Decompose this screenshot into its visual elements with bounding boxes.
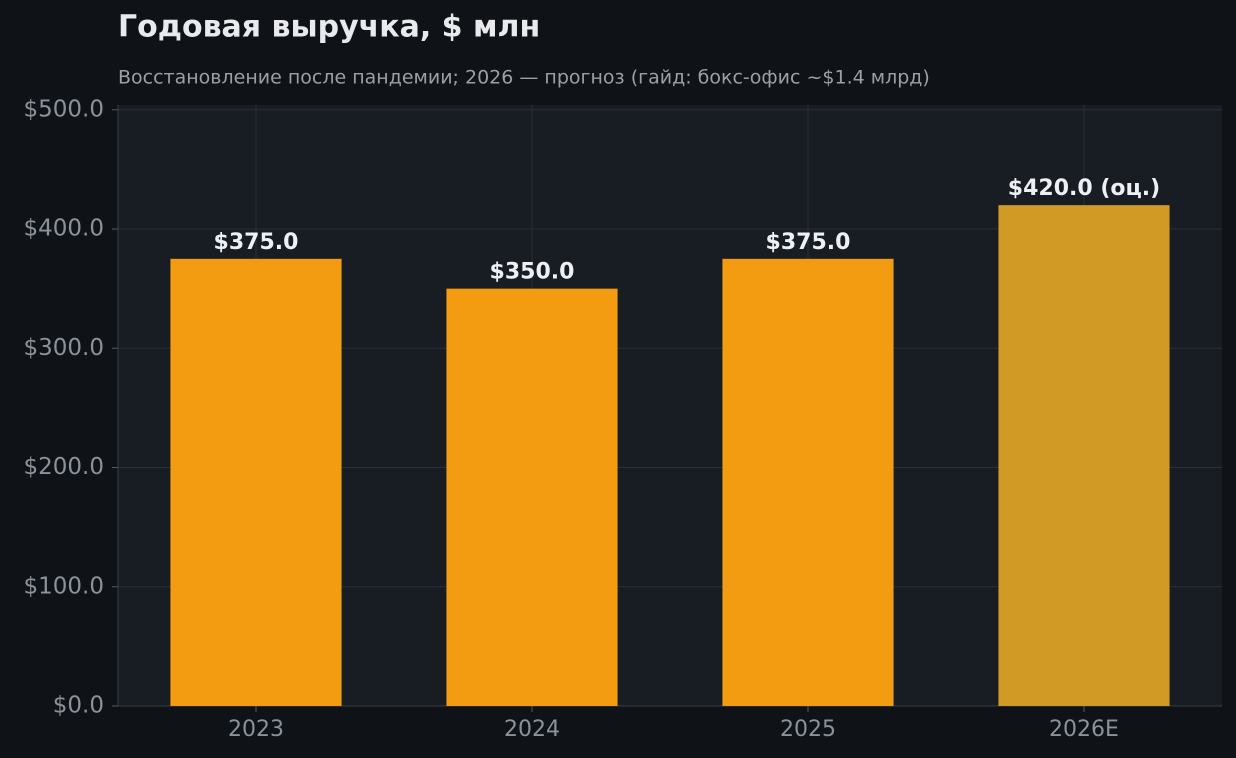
- x-tick-label: 2023: [228, 717, 284, 742]
- y-tick-label: $0.0: [53, 693, 104, 719]
- x-tick-label: 2025: [780, 717, 836, 742]
- bar: [446, 288, 618, 706]
- chart-subtitle: Восстановление после пандемии; 2026 — пр…: [118, 67, 930, 89]
- value-label: $375.0: [766, 230, 851, 255]
- value-label: $420.0 (оц.): [1008, 176, 1160, 201]
- bar: [722, 258, 894, 706]
- y-tick-label: $400.0: [24, 216, 104, 242]
- x-tick-label: 2026E: [1049, 717, 1119, 742]
- chart-title: Годовая выручка, $ млн: [118, 10, 540, 45]
- y-tick-label: $500.0: [24, 96, 104, 122]
- bar: [170, 258, 342, 706]
- value-label: $375.0: [214, 230, 299, 255]
- y-tick-label: $300.0: [24, 335, 104, 361]
- x-tick-label: 2024: [504, 717, 560, 742]
- bar: [998, 205, 1170, 706]
- y-tick-label: $200.0: [24, 454, 104, 480]
- value-label: $350.0: [490, 260, 575, 285]
- y-tick-label: $100.0: [24, 573, 104, 599]
